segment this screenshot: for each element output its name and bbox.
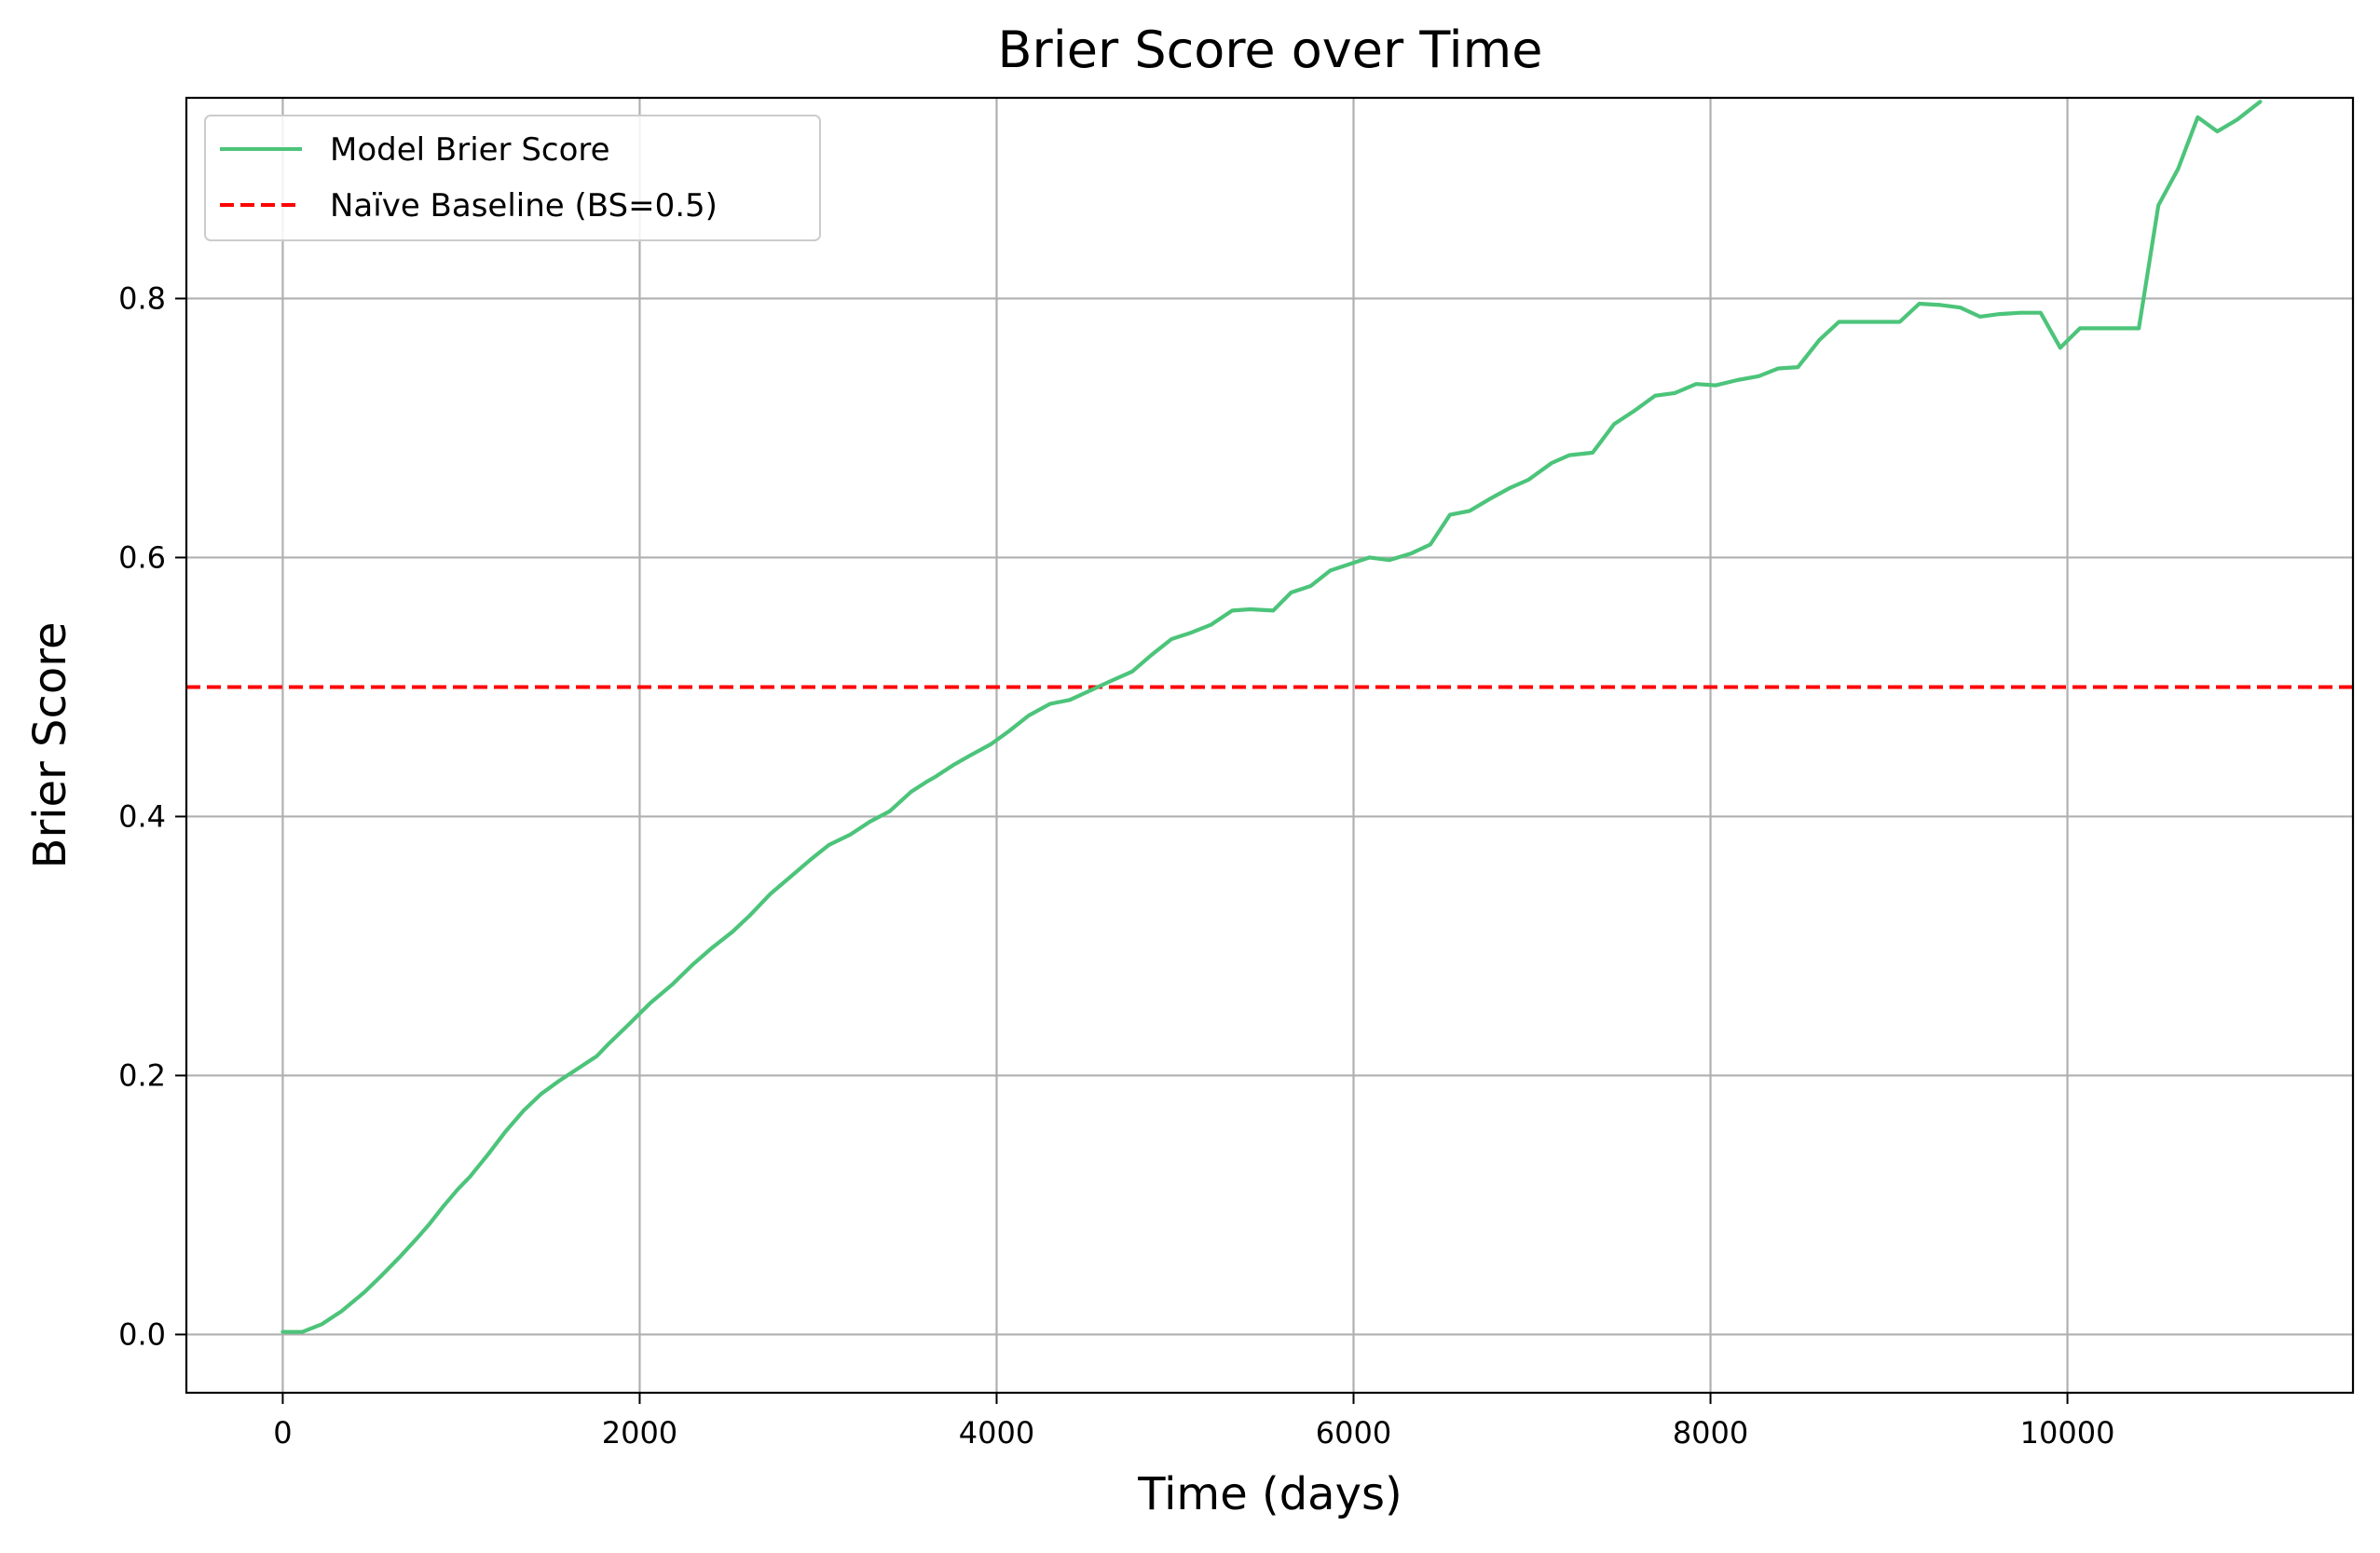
x-tick-label: 2000 [602,1415,677,1451]
y-tick-label: 0.4 [118,798,166,834]
legend-label-model: Model Brier Score [330,131,610,169]
model-series-line [280,100,2263,1334]
axis-ticks: 0 2000 4000 6000 8000 10000 0.0 0.2 0.4 0.6 0.8 [118,280,2114,1451]
x-tick-label: 10000 [2020,1415,2115,1451]
y-tick-label: 0.6 [118,539,166,575]
x-tick-label: 0 [273,1415,292,1451]
legend-label-baseline: Naïve Baseline (BS=0.5) [330,187,718,225]
grid-lines [186,98,2353,1393]
x-tick-label: 8000 [1673,1415,1748,1451]
series-layer [186,100,2353,1334]
x-tick-label: 4000 [959,1415,1034,1451]
y-axis-label: Brier Score [24,622,76,869]
legend: Model Brier Score Naïve Baseline (BS=0.5… [204,115,821,241]
y-tick-label: 0.8 [118,280,166,316]
chart-title: Brier Score over Time [998,20,1543,79]
y-tick-label: 0.2 [118,1057,166,1093]
x-axis-label: Time (days) [1137,1468,1402,1520]
legend-box [204,115,821,241]
plot-frame [185,96,2355,1395]
x-tick-label: 6000 [1316,1415,1391,1451]
y-tick-label: 0.0 [118,1316,166,1352]
